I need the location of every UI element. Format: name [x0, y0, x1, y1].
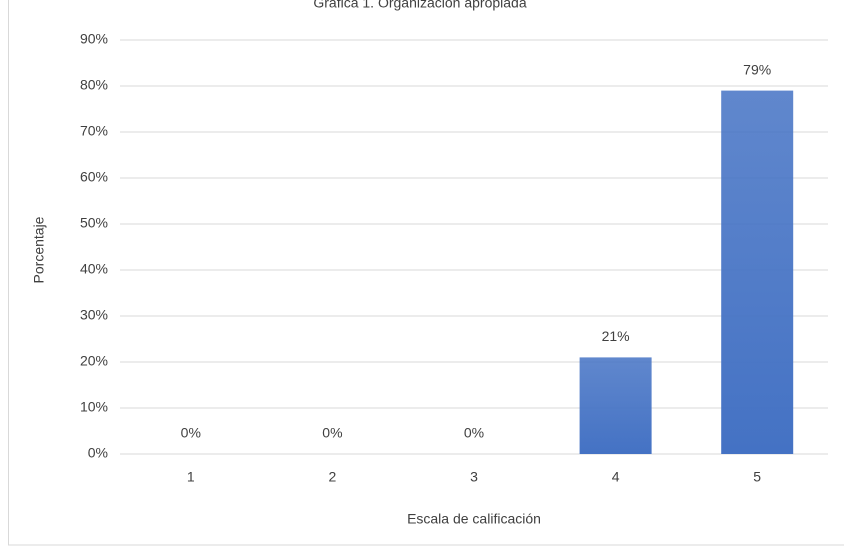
x-axis-label: Escala de calificación — [407, 511, 541, 527]
y-tick-label: 30% — [80, 307, 108, 323]
value-label: 0% — [464, 425, 484, 441]
y-tick-label: 40% — [80, 261, 108, 277]
x-tick-label: 5 — [753, 469, 761, 485]
x-tick-label: 3 — [470, 469, 478, 485]
y-tick-label: 0% — [88, 445, 108, 461]
bar — [721, 90, 794, 454]
value-label: 21% — [602, 328, 630, 344]
x-tick-label: 2 — [329, 469, 337, 485]
chart-border — [8, 0, 844, 546]
y-tick-label: 90% — [80, 31, 108, 47]
y-tick-label: 20% — [80, 353, 108, 369]
value-label: 0% — [322, 425, 342, 441]
value-label: 0% — [181, 425, 201, 441]
value-label: 79% — [743, 61, 771, 77]
y-axis-label: Porcentaje — [31, 216, 47, 283]
chart-title: Gráfica 1. Organización apropiada — [313, 0, 526, 11]
y-tick-label: 70% — [80, 123, 108, 139]
y-tick-label: 60% — [80, 169, 108, 185]
y-tick-label: 10% — [80, 399, 108, 415]
y-tick-label: 80% — [80, 77, 108, 93]
bar — [579, 357, 652, 454]
x-tick-label: 4 — [612, 469, 620, 485]
y-tick-label: 50% — [80, 215, 108, 231]
x-tick-label: 1 — [187, 469, 195, 485]
